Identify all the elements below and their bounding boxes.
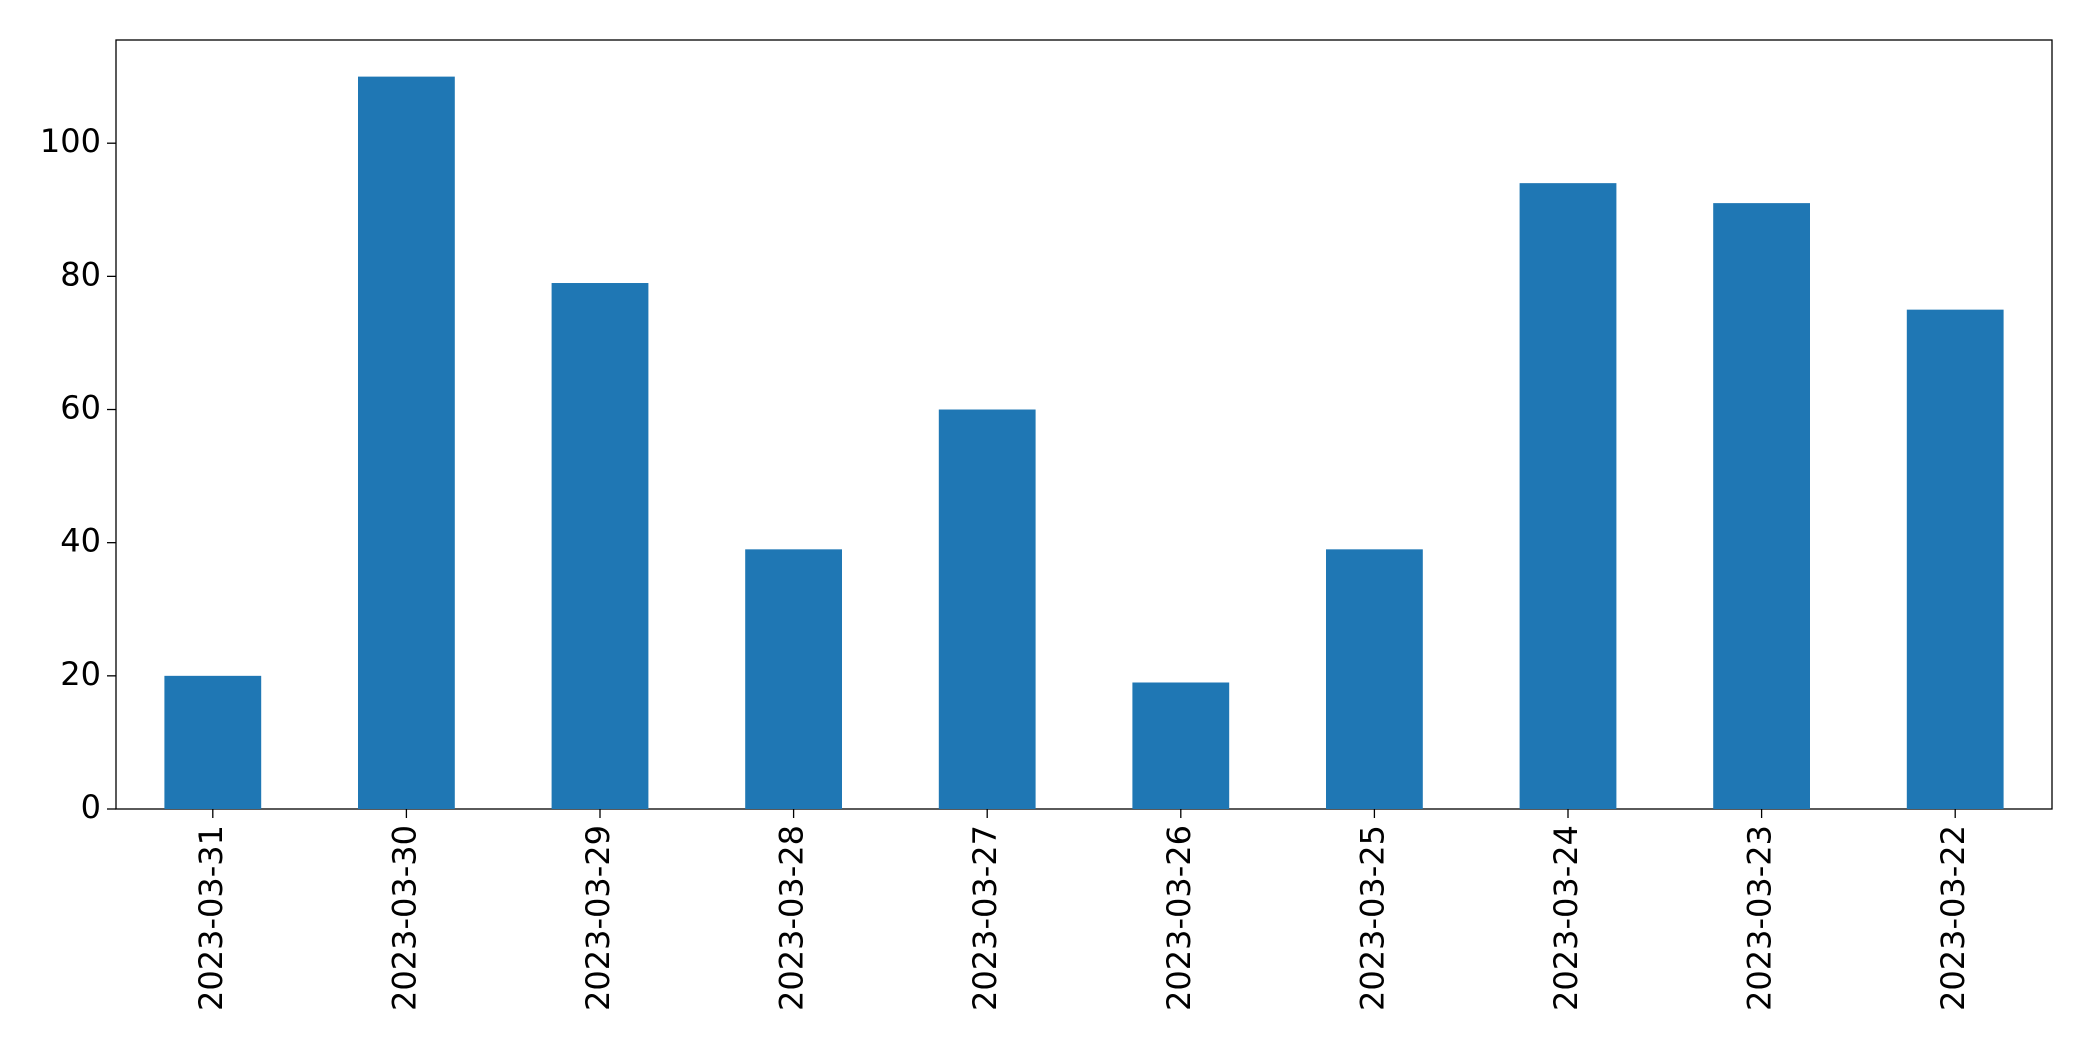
bar [1519,183,1617,809]
bar [1906,309,2004,809]
x-tick-label: 2023-03-26 [1160,825,1198,1011]
x-tick-label: 2023-03-22 [1934,825,1972,1011]
x-tick-label: 2023-03-25 [1353,825,1391,1011]
y-tick-label: 80 [60,255,101,293]
bar [1713,203,1810,809]
bar [938,409,1036,809]
x-tick-label: 2023-03-28 [773,825,811,1011]
plot-frame [115,39,2053,810]
y-tick-label: 0 [81,788,101,826]
bar [1132,682,1230,809]
bar [745,549,842,809]
bar [164,675,262,809]
x-tick-label: 2023-03-24 [1547,825,1585,1011]
x-tick-label: 2023-03-31 [192,825,230,1011]
y-tick-label: 60 [60,389,101,427]
y-tick-label: 100 [40,122,101,160]
x-tick-label: 2023-03-29 [579,825,617,1011]
bar [358,76,455,810]
x-tick-label: 2023-03-27 [966,825,1004,1011]
y-tick-label: 20 [60,655,101,693]
bar [551,283,649,809]
x-tick-label: 2023-03-23 [1741,825,1779,1011]
x-tick-label: 2023-03-30 [385,825,423,1011]
bar [1326,549,1423,809]
y-tick-label: 40 [60,522,101,560]
